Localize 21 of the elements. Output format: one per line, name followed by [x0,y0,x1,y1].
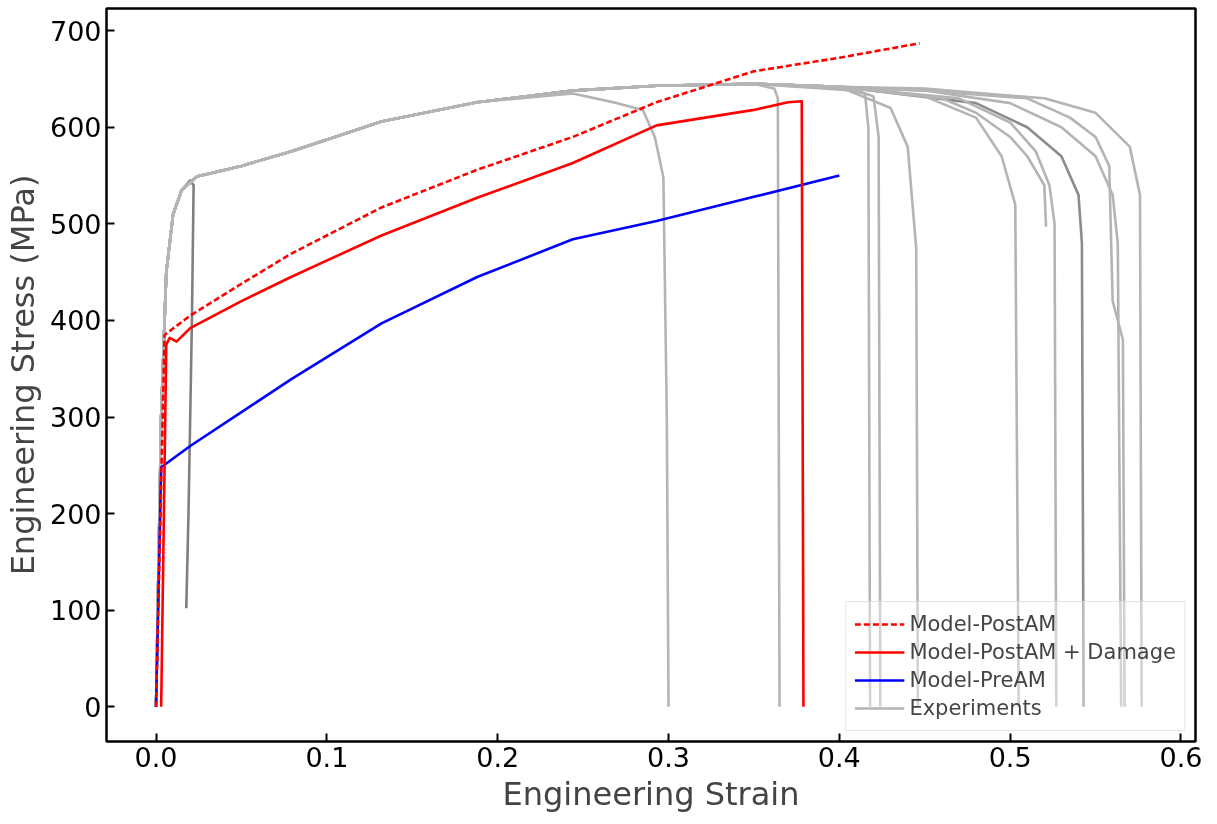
y-tick-label: 700 [49,15,102,47]
y-tick-label: 600 [49,112,102,144]
y-tick-label: 0 [84,691,102,723]
x-axis-title: Engineering Strain [502,774,800,813]
x-tick-label: 0.0 [134,741,178,773]
y-tick-label: 500 [49,208,102,240]
x-tick-label: 0.6 [1159,741,1203,773]
y-axis-title: Engineering Stress (MPa) [3,174,42,576]
x-tick-label: 0.5 [988,741,1032,773]
y-tick-label: 400 [49,305,102,337]
y-tick-label: 200 [49,498,102,530]
legend-label: Model-PostAM [909,611,1057,638]
legend-label: Experiments [909,695,1042,722]
y-tick-label: 100 [49,595,102,627]
x-tick-label: 0.2 [476,741,520,773]
x-tick-label: 0.1 [305,741,349,773]
legend-label: Model-PreAM [909,667,1046,694]
x-tick-label: 0.4 [817,741,861,773]
y-tick-label: 300 [49,402,102,434]
x-tick-label: 0.3 [647,741,690,773]
legend-label: Model-PostAM + Damage [909,639,1176,666]
